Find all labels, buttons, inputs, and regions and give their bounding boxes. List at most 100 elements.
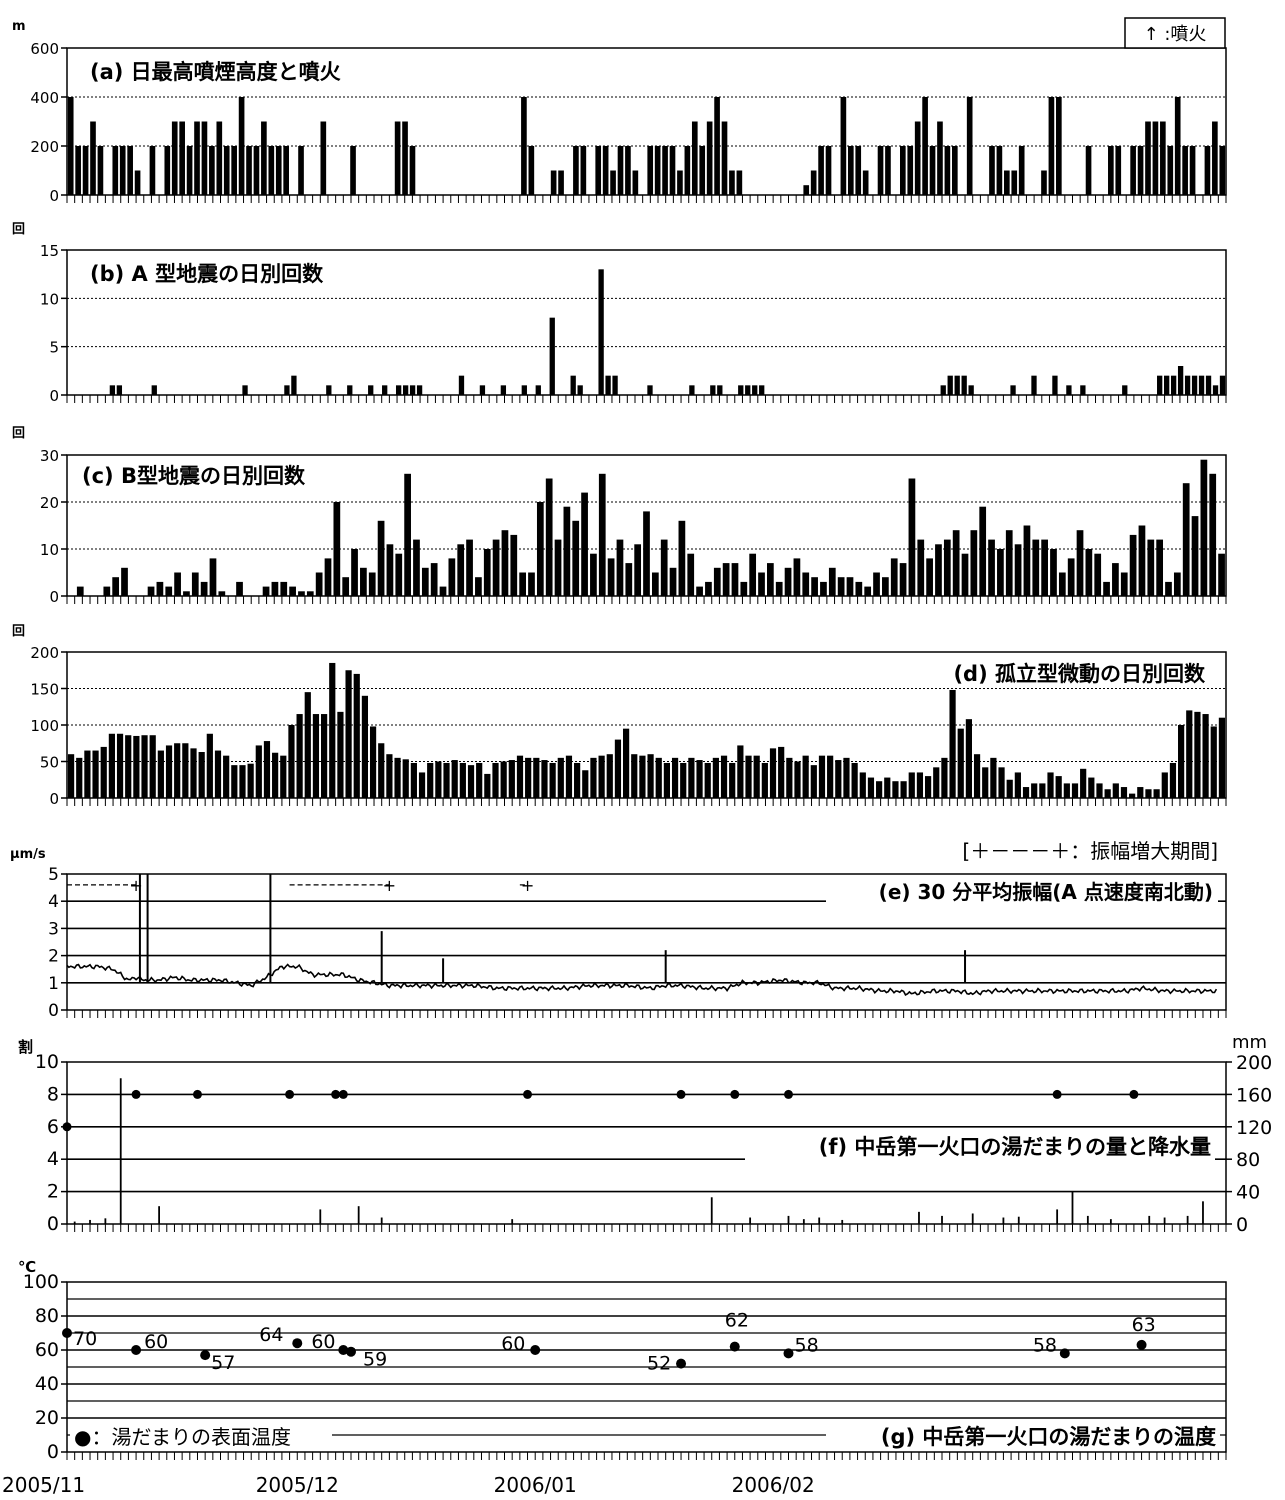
bar [867,777,875,798]
water-volume-point [523,1089,533,1099]
bar [965,719,972,798]
bar [255,745,262,798]
bar [937,121,943,195]
temperature-point [1136,1339,1147,1350]
bar [660,539,668,596]
bar [622,728,630,798]
bar [119,146,126,195]
bar [451,760,458,798]
y-tick-label: 8 [47,1083,59,1105]
bar [1112,783,1119,798]
bar [263,741,271,798]
bar [333,502,341,596]
bar [368,385,374,395]
water-volume-point [1129,1089,1139,1099]
bar [519,572,526,596]
bar [1050,549,1057,596]
bar [961,375,967,395]
bar [1170,375,1177,395]
bar [1041,539,1048,596]
bar [296,714,303,798]
bar [663,762,671,798]
bar [239,765,246,798]
bar [134,170,141,195]
bar [941,757,948,798]
bar [1218,717,1226,798]
bar [304,692,311,798]
bar [1173,572,1181,596]
bar [855,146,862,195]
bar [500,761,507,798]
title-bg [76,461,372,489]
bar [1080,768,1087,798]
bar [1152,121,1159,195]
bar [731,563,739,596]
bar [752,385,758,395]
bar [1156,539,1164,596]
bar [409,385,416,395]
bar [151,385,157,395]
bar [528,146,535,195]
bar [602,146,609,195]
bar [1218,553,1225,596]
bar [1161,772,1168,798]
bar [837,577,845,596]
legend-text: ↑ :噴火 [1144,24,1207,45]
bar [778,746,785,798]
bar [775,581,783,596]
bar [1066,385,1072,395]
temperature-label: 57 [211,1352,235,1374]
temperature-label: 58 [794,1334,818,1356]
bar [149,146,156,195]
chart-title: (a) 日最高噴煙高度と噴火 [90,60,341,84]
bar [855,581,863,596]
bar [654,146,661,195]
bar [97,146,104,195]
bar [1103,581,1110,596]
y-tick-label: 40 [35,1373,59,1395]
bar [475,577,482,596]
bar [165,586,173,596]
bar [1085,549,1093,596]
bar [892,781,899,798]
bar [183,591,190,596]
bar [1120,572,1128,596]
panel-g: 0 20 40 60 80 100℃ 70 60 57 64 60 59 60 52 62 58 58 63 ●：湯… [18,1258,1227,1463]
bar [908,772,915,798]
bar [1129,534,1137,596]
bar [238,97,245,195]
bar [669,146,676,195]
bar [418,772,426,798]
y-tick-label: 1 [48,974,59,994]
y-unit-label: 回 [12,624,25,639]
bar [890,558,898,596]
bar [678,520,686,596]
bar [705,581,712,596]
temperature-point [338,1345,349,1355]
bar [651,572,659,596]
bar [818,146,824,195]
chart-title: (b) A 型地震の日別回数 [90,262,324,286]
bar [298,146,304,195]
bar [802,755,809,798]
bar [1177,366,1184,395]
bar [500,385,507,395]
bar [1212,121,1218,195]
bar [536,502,544,596]
bar [598,755,605,798]
bar [492,539,500,596]
bar [1122,385,1128,395]
bar [1006,779,1013,798]
bar [696,760,703,798]
bar [345,670,352,798]
bar [165,745,173,798]
bar [828,567,836,596]
bar [873,572,880,596]
bar [1157,375,1163,395]
title-bg [826,1422,1220,1450]
bar [430,563,438,596]
bar [643,511,650,596]
date-label: 2005/12 [256,1473,339,1497]
bar [1063,783,1070,798]
